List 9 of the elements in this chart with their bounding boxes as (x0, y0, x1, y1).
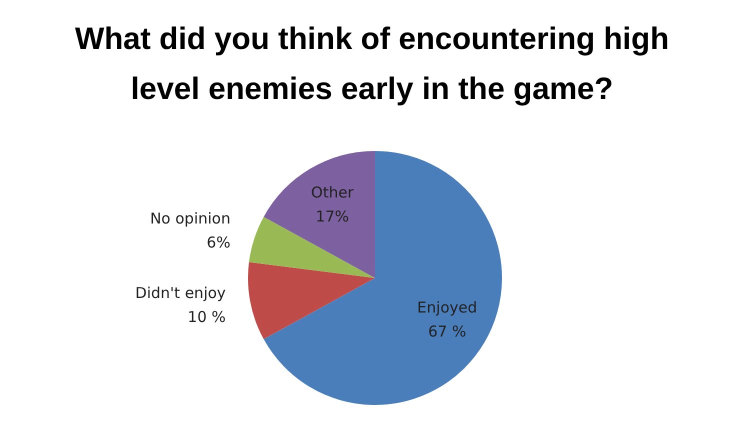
slice-label: Enjoyed (417, 298, 478, 317)
data-label: 10 % (188, 308, 226, 326)
data-label: 17% (316, 208, 350, 226)
data-label: 6% (206, 234, 230, 252)
slice-label: Other (311, 184, 354, 202)
chart-title: What did you think of encountering high level enemies early in the game? (74, 20, 670, 108)
data-label: 67 % (428, 322, 466, 341)
slice-label: Didn't enjoy (135, 284, 226, 302)
slice-label: No opinion (150, 210, 230, 228)
